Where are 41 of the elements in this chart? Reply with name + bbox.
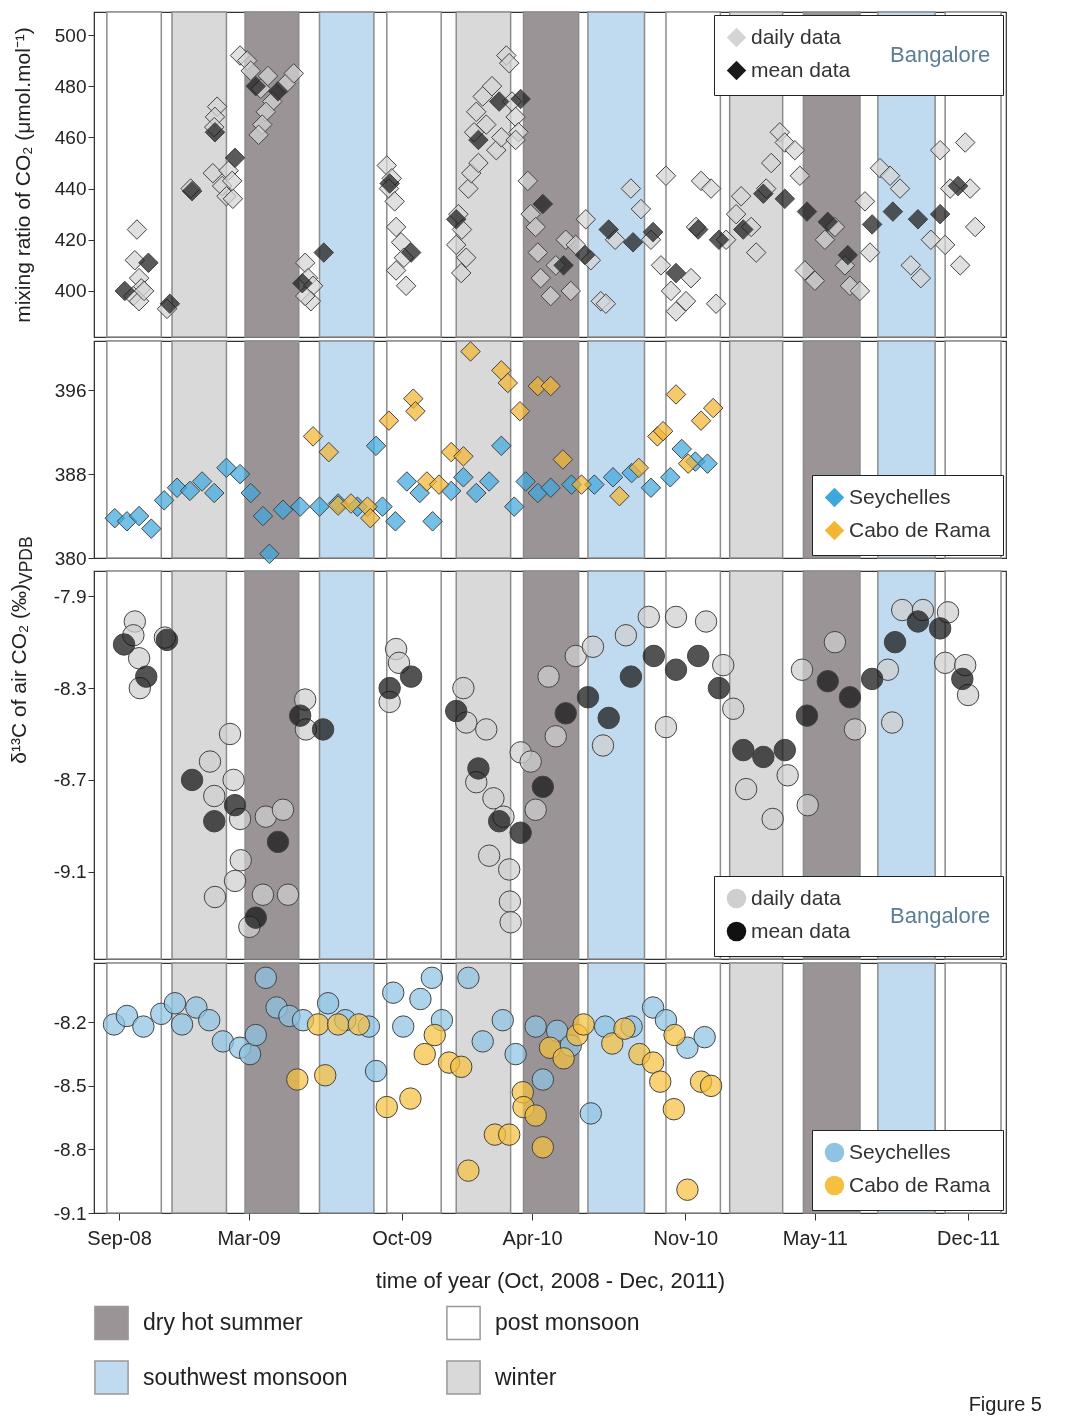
y-tick-label: 460 (54, 126, 87, 148)
y-tick-label: -9.1 (53, 861, 87, 883)
legend-label: mean data (751, 57, 851, 81)
x-tick-label: Sep-08 (87, 1226, 152, 1249)
y-tick-label: 420 (54, 229, 87, 251)
legend-label: Cabo de Rama (849, 517, 991, 541)
legend-label: Seychelles (849, 484, 951, 508)
legend-label: dry hot summer (143, 1308, 304, 1335)
x-tick-label: Mar-09 (217, 1226, 281, 1249)
x-tick-label: May-11 (782, 1226, 848, 1249)
caption: Figure 5 (968, 1393, 1042, 1416)
legend-label: winter (494, 1363, 557, 1390)
legend-label: post monsoon (495, 1308, 640, 1335)
x-tick-label: Oct-09 (372, 1226, 433, 1249)
x-tick-label: Nov-10 (653, 1226, 719, 1249)
y-tick-label: 380 (54, 547, 87, 569)
y-tick-label: -8.5 (53, 1075, 87, 1097)
y-tick-label: 440 (54, 178, 87, 200)
x-tick-label: Apr-10 (502, 1226, 563, 1249)
y-tick-label: -8.3 (53, 677, 87, 699)
y-tick-label: -8.2 (53, 1011, 87, 1033)
legend-label: mean data (751, 918, 851, 942)
legend-label: southwest monsoon (143, 1363, 348, 1390)
y-tick-label: 500 (54, 24, 87, 46)
y-tick-label: 400 (54, 280, 87, 302)
legend-label: daily data (751, 24, 842, 48)
x-axis-title: time of year (Oct, 2008 - Dec, 2011) (375, 1267, 726, 1293)
x-tick-label: Dec-11 (937, 1226, 1001, 1249)
y-tick-label: 480 (54, 75, 87, 97)
y-tick-label: 388 (54, 463, 87, 485)
legend-label: Seychelles (849, 1139, 951, 1163)
legend-label: Cabo de Rama (849, 1172, 991, 1196)
y-tick-label: -8.8 (53, 1138, 87, 1160)
y-tick-label: -7.9 (53, 585, 87, 607)
y-tick-label: -9.1 (53, 1202, 87, 1224)
legend-label: daily data (751, 885, 842, 909)
y-axis-title: mixing ratio of CO₂ (μmol.mol⁻¹) (10, 26, 35, 323)
legend-title: Bangalore (890, 42, 991, 67)
y-tick-label: 396 (54, 379, 87, 401)
legend-title: Bangalore (890, 903, 991, 928)
y-tick-label: -8.7 (53, 769, 87, 791)
